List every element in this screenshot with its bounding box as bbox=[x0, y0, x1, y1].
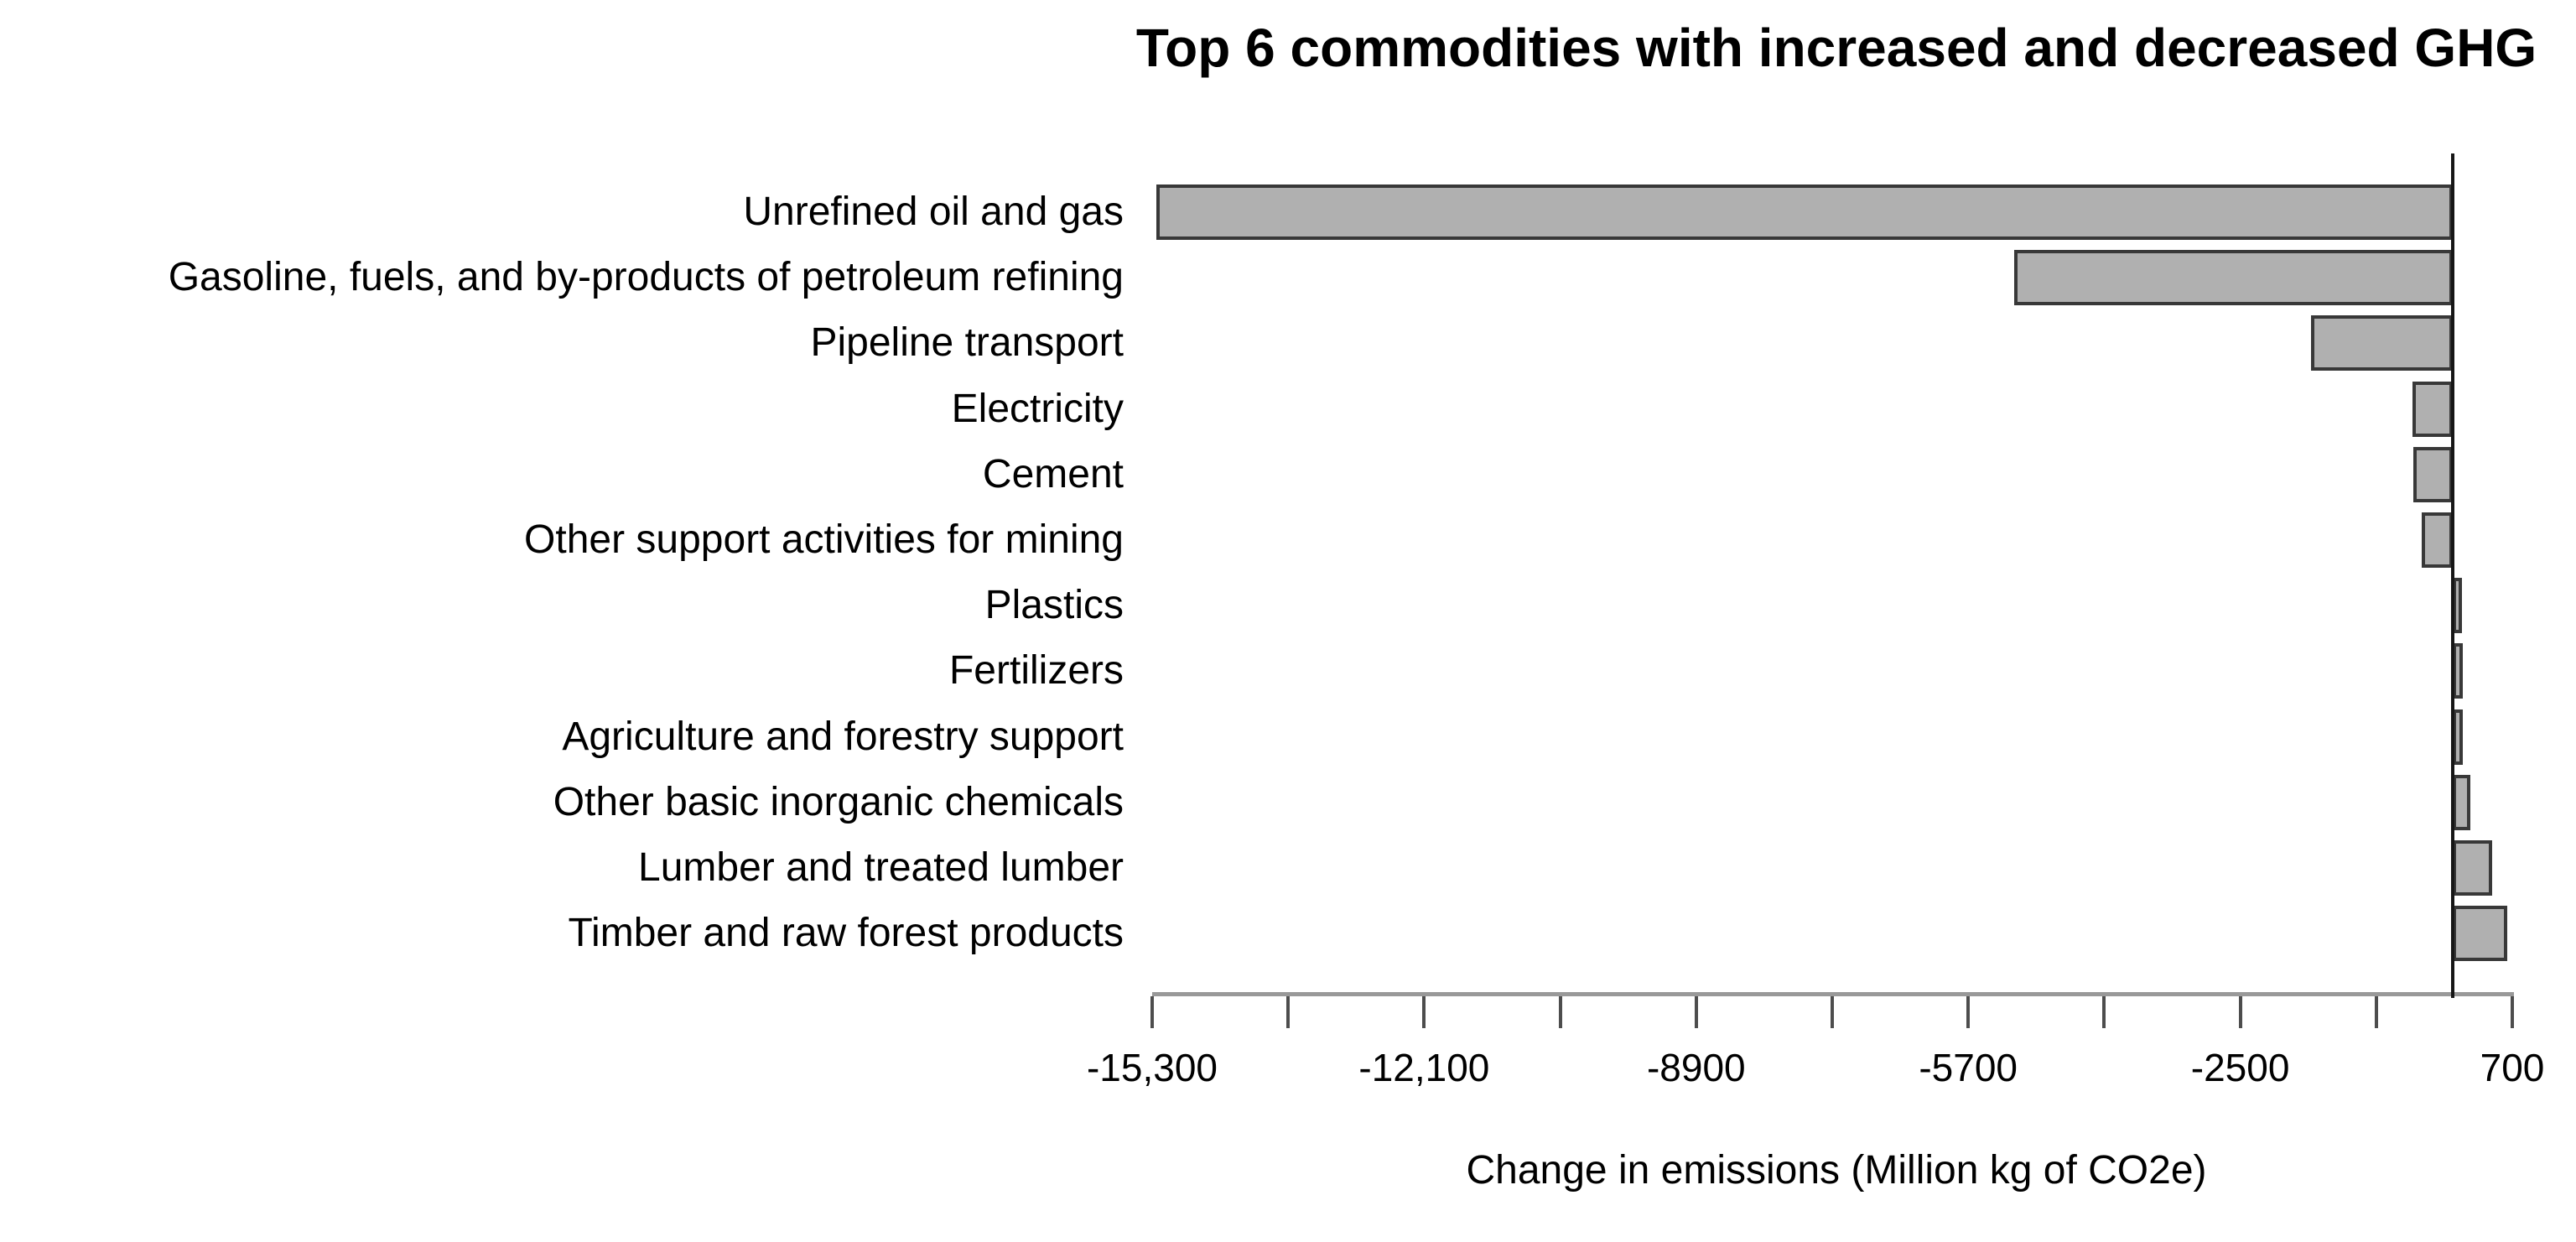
bar bbox=[2421, 512, 2454, 568]
x-axis-tick-mark bbox=[1694, 996, 1698, 1028]
category-label: Other support activities for mining bbox=[524, 517, 1124, 562]
x-axis-tick-mark bbox=[2511, 996, 2514, 1028]
x-axis-title: Change in emissions (Million kg of CO2e) bbox=[1466, 1148, 2207, 1193]
x-axis-tick-label: -5700 bbox=[1919, 1046, 2018, 1089]
x-axis-tick-mark bbox=[2238, 996, 2242, 1028]
x-axis-tick-mark bbox=[1558, 996, 1562, 1028]
category-label: Other basic inorganic chemicals bbox=[553, 779, 1124, 824]
bar bbox=[2412, 381, 2454, 437]
x-axis-tick-mark bbox=[1831, 996, 1834, 1028]
x-axis-tick-mark bbox=[1966, 996, 1971, 1028]
category-label: Gasoline, fuels, and by-products of petr… bbox=[168, 255, 1124, 300]
x-axis-tick-mark bbox=[1422, 996, 1426, 1028]
bar bbox=[2453, 709, 2464, 765]
x-axis-tick-label: -8900 bbox=[1646, 1046, 1746, 1089]
x-axis-tick-mark bbox=[1286, 996, 1291, 1028]
x-axis-tick-label: -15,300 bbox=[1086, 1046, 1218, 1089]
x-axis-tick-mark bbox=[2102, 996, 2106, 1028]
bar bbox=[2413, 446, 2454, 502]
bar bbox=[2453, 774, 2471, 830]
x-axis-tick-mark bbox=[2374, 996, 2378, 1028]
x-axis-tick-mark bbox=[1150, 996, 1154, 1028]
bar bbox=[2453, 906, 2507, 962]
bar bbox=[1156, 184, 2454, 240]
category-label: Fertilizers bbox=[948, 648, 1124, 694]
category-label: Timber and raw forest products bbox=[568, 911, 1124, 956]
category-label: Plastics bbox=[984, 583, 1124, 628]
bar bbox=[2453, 840, 2493, 896]
category-label: Pipeline transport bbox=[810, 320, 1124, 366]
category-label: Unrefined oil and gas bbox=[743, 190, 1124, 234]
category-label: Lumber and treated lumber bbox=[638, 845, 1124, 890]
category-label: Electricity bbox=[951, 386, 1124, 431]
x-axis-line bbox=[1152, 992, 2514, 996]
bar bbox=[2310, 315, 2454, 372]
category-label: Cement bbox=[982, 451, 1124, 496]
x-axis-tick-label: 700 bbox=[2480, 1046, 2545, 1089]
bar bbox=[2453, 578, 2463, 634]
zero-baseline bbox=[2451, 153, 2455, 998]
x-axis-tick-label: -2500 bbox=[2190, 1046, 2290, 1089]
x-axis-tick-label: -12,100 bbox=[1358, 1046, 1490, 1089]
bar bbox=[2013, 250, 2454, 306]
category-label: Agriculture and forestry support bbox=[562, 714, 1124, 759]
chart-title: Top 6 commodities with increased and dec… bbox=[1135, 18, 2537, 78]
